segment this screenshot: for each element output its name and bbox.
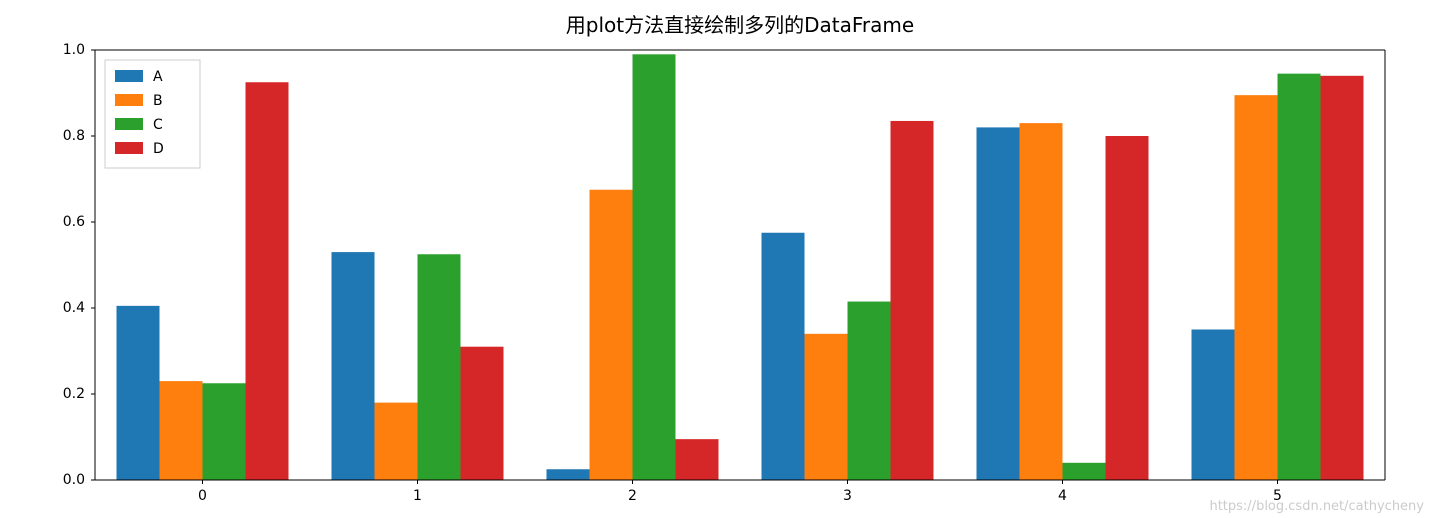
x-tick-label: 2	[628, 488, 637, 504]
y-tick-label: 1.0	[63, 42, 85, 58]
bar-C-0	[203, 383, 246, 480]
bar-A-1	[332, 252, 375, 480]
bar-B-1	[375, 403, 418, 480]
y-tick-label: 0.2	[63, 386, 85, 402]
x-tick-label: 3	[843, 488, 852, 504]
chart-svg: 0.0 0.2 0.4 0.6 0.8 1.0 0 1 2 3 4 5 用plot方法直接绘制多列的Da…	[0, 0, 1436, 518]
bar-D-5	[1321, 76, 1364, 480]
bar-D-3	[891, 121, 934, 480]
bar-B-2	[590, 190, 633, 480]
y-tick-label: 0.8	[63, 128, 85, 144]
bar-C-3	[848, 302, 891, 480]
legend-label-C: C	[153, 117, 163, 133]
bar-C-4	[1063, 463, 1106, 480]
bar-B-4	[1020, 123, 1063, 480]
x-tick-label: 1	[413, 488, 422, 504]
bar-D-2	[676, 439, 719, 480]
bar-A-0	[117, 306, 160, 480]
y-tick-label: 0.4	[63, 300, 85, 316]
bar-A-3	[762, 233, 805, 480]
bar-C-1	[418, 254, 461, 480]
bar-chart-figure: 0.0 0.2 0.4 0.6 0.8 1.0 0 1 2 3 4 5 用plot方法直接绘制多列的Da…	[0, 0, 1436, 518]
bar-B-5	[1235, 95, 1278, 480]
y-tick-label: 0.6	[63, 214, 85, 230]
x-tick-label: 0	[198, 488, 207, 504]
bar-A-4	[977, 127, 1020, 480]
bar-C-5	[1278, 74, 1321, 480]
x-tick-label: 4	[1058, 488, 1067, 504]
bar-A-2	[547, 469, 590, 480]
y-tick-label: 0.0	[63, 472, 85, 488]
bar-D-1	[461, 347, 504, 480]
bar-C-2	[633, 54, 676, 480]
legend-swatch-B	[115, 94, 143, 106]
legend-swatch-C	[115, 118, 143, 130]
legend-label-B: B	[153, 93, 163, 109]
bar-A-5	[1192, 330, 1235, 481]
legend-label-D: D	[153, 141, 164, 157]
bar-B-3	[805, 334, 848, 480]
bar-D-0	[246, 82, 289, 480]
bar-B-0	[160, 381, 203, 480]
legend-swatch-A	[115, 70, 143, 82]
chart-title: 用plot方法直接绘制多列的DataFrame	[566, 13, 914, 37]
legend-swatch-D	[115, 142, 143, 154]
legend-label-A: A	[153, 69, 163, 85]
x-tick-label: 5	[1273, 488, 1282, 504]
bar-D-4	[1106, 136, 1149, 480]
